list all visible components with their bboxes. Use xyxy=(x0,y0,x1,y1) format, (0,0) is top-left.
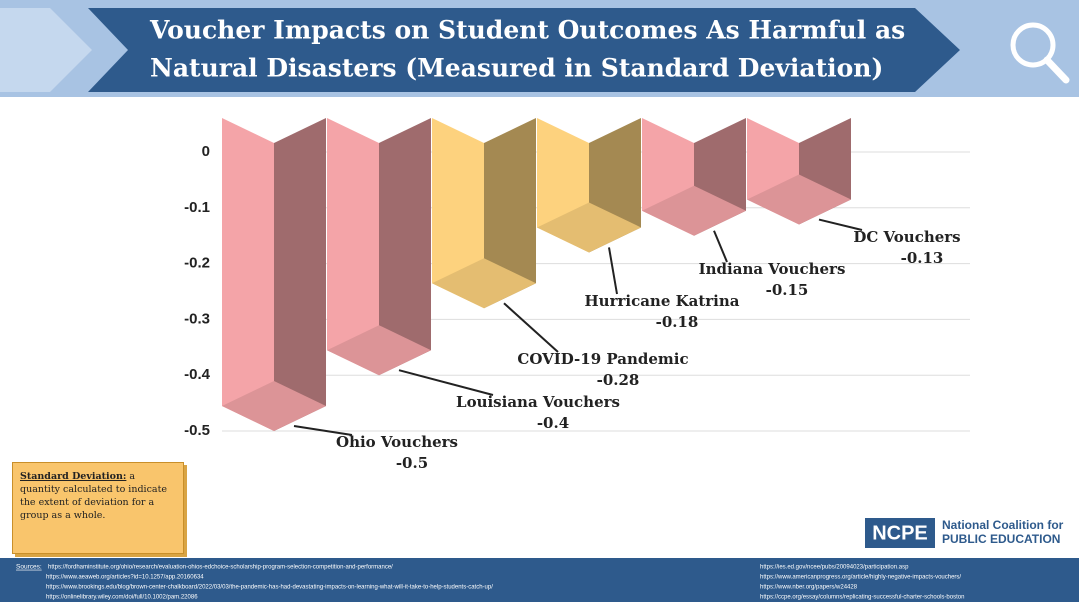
value-label: -0.5 xyxy=(396,454,428,472)
bar xyxy=(327,118,431,376)
note-text: a quantity calculated to indicate the ex… xyxy=(20,471,168,521)
logo-text: PUBLIC EDUCATION xyxy=(942,532,1060,546)
source-link: https://www.aeaweb.org/articles?id=10.12… xyxy=(46,575,204,581)
bar xyxy=(537,118,641,253)
bar-face xyxy=(432,258,536,309)
logo-box xyxy=(865,518,935,548)
value-label: -0.4 xyxy=(537,414,569,432)
arrow xyxy=(293,425,353,436)
y-tick-label: -0.1 xyxy=(184,199,210,216)
sources: https://fordhaminstitute.org/ohio/resear… xyxy=(46,565,964,601)
title: Natural Disasters (Measured in Standard … xyxy=(150,54,883,83)
value-label: -0.15 xyxy=(766,281,809,299)
value-label: -0.13 xyxy=(901,249,944,267)
bar xyxy=(432,118,536,309)
bar-face xyxy=(537,202,641,253)
value-label: -0.28 xyxy=(597,371,640,389)
category-label: Hurricane Katrina xyxy=(584,292,739,310)
note-term: Standard Deviation: xyxy=(20,471,127,482)
bar-face xyxy=(642,185,746,236)
bar-face xyxy=(432,118,484,309)
category-label: Louisiana Vouchers xyxy=(456,393,620,411)
search-icon xyxy=(1043,56,1070,84)
bar xyxy=(222,118,326,431)
source-link: https://onlinelibrary.wiley.com/doi/full… xyxy=(46,595,198,601)
category-label: Ohio Vouchers xyxy=(336,433,458,451)
logo-abbr: NCPE xyxy=(872,522,928,544)
source-link: https://fordhaminstitute.org/ohio/resear… xyxy=(48,565,393,571)
arrow xyxy=(503,302,559,353)
bar-face xyxy=(222,118,274,431)
source-link: https://www.nber.org/papers/w24428 xyxy=(760,585,858,591)
category-label: Indiana Vouchers xyxy=(699,260,846,278)
arrow xyxy=(818,218,863,231)
y-tick-label: -0.2 xyxy=(184,255,210,272)
footer xyxy=(0,558,1079,602)
title-banner xyxy=(88,8,960,92)
y-tick-label: -0.4 xyxy=(184,366,211,383)
sources-label: Sources: xyxy=(16,564,42,571)
source-link: https://www.americanprogress.org/article… xyxy=(760,575,961,581)
arrow xyxy=(398,369,494,396)
bar-face xyxy=(379,118,431,376)
category-label: COVID-19 Pandemic xyxy=(517,350,688,368)
logo-text: National Coalition for xyxy=(942,518,1064,532)
plot: 0 -0.1 -0.2 -0.3 -0.4 -0.5 Ohio Vouchers -0.5 Lo… xyxy=(184,118,970,472)
bar-face xyxy=(222,381,326,431)
source-link: https://ies.ed.gov/ncee/pubs/20094023/pa… xyxy=(760,565,909,571)
source-link: https://www.brookings.edu/blog/brown-cen… xyxy=(46,585,493,591)
chevron xyxy=(0,8,92,92)
title: Voucher Impacts on Student Outcomes As H… xyxy=(149,16,905,45)
bar-face xyxy=(747,174,851,225)
value-label: -0.18 xyxy=(656,313,699,331)
category-label: DC Vouchers xyxy=(853,228,960,246)
y-tick-label: 0 xyxy=(202,143,210,160)
bar-face xyxy=(327,118,379,376)
search-icon xyxy=(1010,22,1056,68)
arrow xyxy=(713,230,728,263)
source-link: https://ccpe.org/essay/columns/replicati… xyxy=(760,595,964,601)
arrow xyxy=(608,247,618,295)
bar xyxy=(747,118,851,225)
bar-face xyxy=(484,118,536,309)
note: Standard Deviation: a quantity calculate… xyxy=(12,462,184,554)
bar-face xyxy=(327,325,431,376)
bar xyxy=(642,118,746,236)
y-tick-label: -0.5 xyxy=(184,422,210,439)
y-tick-label: -0.3 xyxy=(184,310,210,327)
bar-face xyxy=(274,118,326,431)
